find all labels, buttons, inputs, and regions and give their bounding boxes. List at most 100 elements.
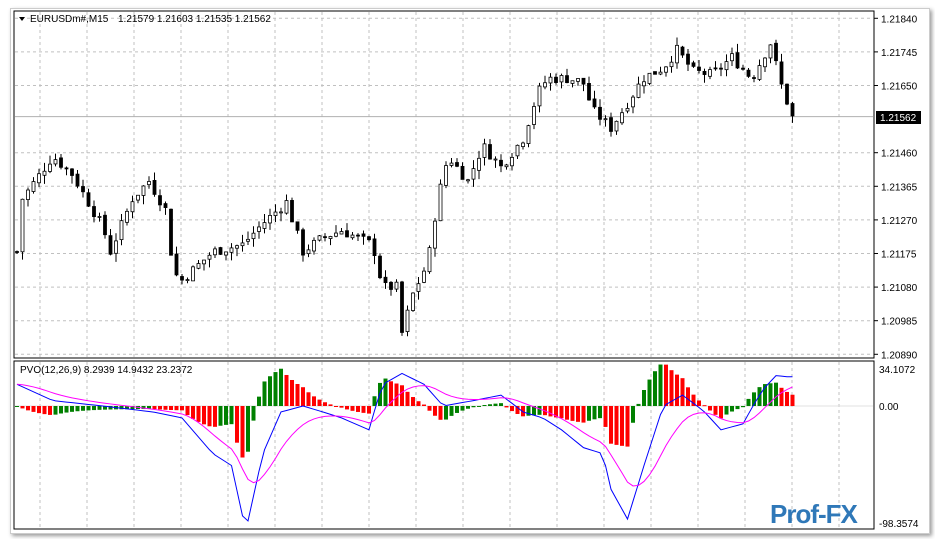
candle-bull [757, 65, 762, 80]
histogram-bar [15, 406, 19, 407]
histogram-bar [631, 406, 635, 423]
candle-bull [625, 108, 630, 112]
histogram-bar [81, 406, 85, 411]
candle-bull [510, 156, 514, 167]
histogram-bar [653, 371, 657, 406]
candle-bear [295, 221, 300, 231]
candle-bear [86, 192, 91, 207]
histogram-bar [554, 406, 558, 418]
candle-bull [405, 309, 410, 333]
histogram-bar [444, 406, 448, 420]
candle-bull [543, 82, 547, 88]
candle-bull [224, 251, 228, 256]
histogram-bar [196, 406, 201, 422]
histogram-bar [422, 404, 426, 406]
histogram-bar [350, 406, 355, 411]
candle-bear [152, 180, 157, 195]
candle-bear [163, 203, 168, 208]
histogram-bar [719, 406, 723, 419]
histogram-bar [246, 406, 250, 452]
histogram-bar [664, 364, 668, 406]
candle-bear [389, 281, 393, 290]
histogram-bar [257, 396, 261, 406]
histogram-bar [31, 406, 36, 412]
histogram-bar [70, 406, 74, 412]
histogram-bar [389, 381, 393, 406]
candle-bear [103, 214, 107, 236]
candle-bear [653, 71, 657, 75]
histogram-bar [323, 402, 327, 406]
histogram-bar [174, 406, 179, 411]
histogram-bar [312, 396, 316, 406]
candle-bull [191, 266, 195, 282]
candle-bull [636, 83, 641, 98]
candle-bear [680, 46, 685, 56]
candle-bear [741, 67, 745, 70]
candle-bull [466, 179, 470, 182]
candle-bull [521, 142, 525, 147]
candle-bear [158, 195, 162, 206]
collapse-triangle-icon[interactable] [19, 17, 25, 21]
price-axis-label: 1.21650 [881, 81, 918, 92]
histogram-bar [680, 378, 685, 406]
candle-bear [488, 144, 492, 160]
histogram-bar [345, 406, 349, 410]
main-pane-border [13, 10, 875, 359]
histogram-bar [213, 406, 217, 427]
candle-bull [471, 168, 476, 180]
histogram-bar [163, 406, 168, 410]
candle-bull [328, 236, 333, 239]
histogram-bar [636, 403, 641, 406]
candle-bear [372, 238, 377, 257]
candle-bull [724, 61, 729, 71]
candle-bear [64, 167, 69, 170]
histogram-bar [757, 387, 762, 406]
histogram-bar [356, 406, 360, 412]
candle-bear [460, 165, 465, 180]
candle-bull [768, 44, 773, 59]
histogram-bar [790, 394, 795, 406]
candle-bull [416, 283, 421, 292]
histogram-bar [394, 383, 399, 406]
candle-bear [735, 52, 740, 69]
histogram-bar [229, 406, 234, 425]
candle-bull [125, 210, 129, 223]
candle-bear [15, 251, 19, 253]
histogram-bar [488, 404, 492, 406]
candle-bull [647, 72, 652, 84]
histogram-bar [785, 391, 789, 406]
candle-bull [147, 181, 151, 186]
histogram-bar [42, 406, 47, 415]
histogram-bar [279, 368, 283, 406]
candle-bull [334, 232, 338, 237]
histogram-bar [730, 406, 734, 412]
candle-bear [81, 186, 85, 193]
price-axis-label: 1.21745 [881, 48, 918, 59]
histogram-bar [339, 406, 344, 408]
candle-bull [273, 211, 278, 216]
histogram-bar [86, 406, 91, 411]
histogram-bar [400, 385, 404, 406]
candle-bull [279, 211, 283, 214]
histogram-bar [361, 406, 366, 413]
candle-bull [433, 220, 437, 249]
candle-bull [141, 185, 146, 196]
candle-bull [658, 71, 663, 75]
histogram-bar [455, 406, 459, 413]
indicator-label: PVO(12,26,9) 8.2939 14.9432 23.2372 [20, 365, 193, 376]
price-axis-label: 1.21365 [881, 182, 918, 193]
histogram-bar [587, 406, 591, 421]
candle-bull [235, 245, 239, 249]
histogram-bar [26, 406, 30, 411]
price-axis-label: 1.20890 [881, 350, 918, 361]
candle-bear [455, 162, 459, 167]
candle-bear [686, 53, 690, 65]
histogram-bar [521, 406, 525, 417]
histogram-bar [158, 406, 162, 410]
candle-bear [169, 208, 173, 256]
candle-bull [504, 164, 509, 168]
histogram-bar [537, 406, 542, 415]
candle-bull [97, 216, 102, 218]
